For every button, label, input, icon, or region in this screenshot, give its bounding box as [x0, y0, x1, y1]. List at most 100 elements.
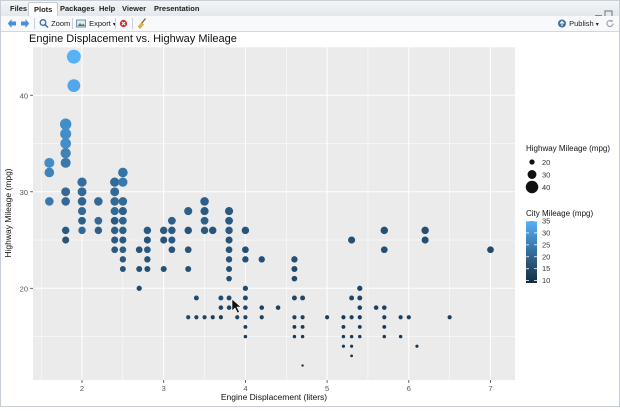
broom-icon	[137, 18, 147, 29]
tab-packages[interactable]: Packages	[60, 4, 95, 13]
data-point	[225, 246, 233, 254]
tab-help[interactable]: Help	[99, 4, 116, 13]
toolbar-separator	[132, 18, 133, 29]
data-point	[447, 315, 452, 320]
data-point	[62, 236, 70, 244]
data-point	[110, 226, 119, 235]
export-label: Export	[89, 19, 111, 28]
export-button[interactable]: Export ▾	[76, 17, 116, 30]
data-point	[350, 354, 353, 358]
data-point	[300, 315, 305, 320]
data-point	[291, 275, 298, 282]
data-point	[185, 266, 192, 272]
data-point	[193, 295, 199, 301]
data-point	[200, 197, 209, 206]
data-point	[77, 177, 87, 187]
data-point	[291, 295, 297, 301]
tab-presentation[interactable]: Presentation	[154, 4, 200, 13]
data-point	[218, 305, 224, 310]
data-point	[350, 344, 354, 348]
data-point	[421, 226, 429, 235]
data-point	[168, 226, 176, 235]
data-point	[487, 246, 494, 254]
remove-plot-icon	[119, 19, 128, 28]
data-point	[110, 197, 119, 206]
data-point	[242, 256, 249, 263]
size-legend-label: 30	[542, 171, 550, 180]
data-point	[118, 207, 127, 216]
data-point	[218, 295, 224, 301]
data-point	[225, 256, 233, 263]
data-point	[119, 256, 127, 263]
data-point	[184, 207, 193, 216]
data-point	[67, 79, 81, 93]
clear-all-plots-button[interactable]	[137, 17, 147, 30]
data-point	[341, 334, 346, 339]
data-point	[300, 295, 306, 301]
data-point	[349, 315, 354, 320]
toolbar-separator	[72, 18, 73, 29]
color-legend-label: 30	[542, 228, 550, 237]
publish-button[interactable]: Publish ▾	[557, 17, 599, 30]
data-point	[348, 236, 356, 244]
y-tick-label: 30	[20, 188, 28, 197]
data-point	[357, 305, 363, 310]
data-point	[111, 236, 119, 244]
back-button[interactable]	[7, 17, 17, 30]
data-point	[275, 305, 281, 310]
data-point	[200, 226, 209, 235]
arrow-right-icon	[21, 19, 30, 28]
data-point	[144, 256, 151, 263]
size-legend-label: 20	[542, 158, 550, 167]
data-point	[224, 207, 234, 216]
data-point	[110, 207, 119, 216]
data-point	[292, 315, 297, 320]
color-legend-label: 25	[542, 240, 550, 249]
size-legend: Highway Mileage (mpg) 20 30 40	[525, 144, 610, 194]
data-point	[357, 295, 363, 301]
color-legend-title: City Mileage (mpg)	[526, 209, 593, 218]
data-point	[382, 334, 387, 339]
x-tick-label: 7	[488, 384, 492, 393]
toolbar-separator	[115, 18, 116, 29]
data-point	[143, 236, 151, 244]
tab-viewer[interactable]: Viewer	[122, 4, 147, 13]
tab-plots[interactable]: Plots	[28, 2, 59, 16]
zoom-button[interactable]: Zoom	[39, 17, 70, 30]
x-axis-label: Engine Displacement (liters)	[221, 392, 327, 402]
data-point	[292, 324, 297, 329]
tab-files[interactable]: Files	[10, 4, 28, 13]
forward-button[interactable]	[20, 17, 30, 30]
data-point	[341, 315, 346, 320]
size-legend-key	[525, 180, 539, 194]
data-point	[94, 226, 103, 235]
data-point	[119, 236, 127, 244]
data-point	[380, 226, 389, 235]
data-point	[60, 128, 72, 140]
pane-tab-bar: Files Plots Packages Help Viewer Present…	[1, 1, 619, 18]
chevron-down-icon: ▾	[595, 22, 599, 28]
data-point	[226, 295, 232, 301]
data-point	[94, 216, 103, 225]
data-point	[382, 315, 387, 320]
data-point	[291, 256, 298, 263]
plot-panel	[33, 47, 515, 380]
data-points	[44, 49, 494, 367]
scatter-chart: Engine Displacement vs. Highway Mileage …	[3, 33, 610, 402]
data-point	[226, 275, 232, 282]
axes: 2 3 4 5 6 7 20 30 40	[20, 91, 493, 393]
data-point	[341, 344, 346, 348]
data-point	[44, 167, 55, 178]
magnifier-icon	[39, 19, 49, 29]
data-point	[218, 315, 223, 320]
data-point	[60, 138, 72, 149]
data-point	[94, 197, 103, 206]
x-tick-label: 5	[325, 384, 329, 393]
x-tick-label: 3	[162, 384, 166, 393]
data-point	[119, 226, 127, 235]
color-legend-label: 10	[542, 276, 550, 285]
remove-plot-button[interactable]	[119, 17, 128, 30]
data-point	[61, 187, 71, 197]
refresh-button[interactable]	[605, 17, 615, 30]
color-legend-label: 20	[542, 252, 550, 261]
